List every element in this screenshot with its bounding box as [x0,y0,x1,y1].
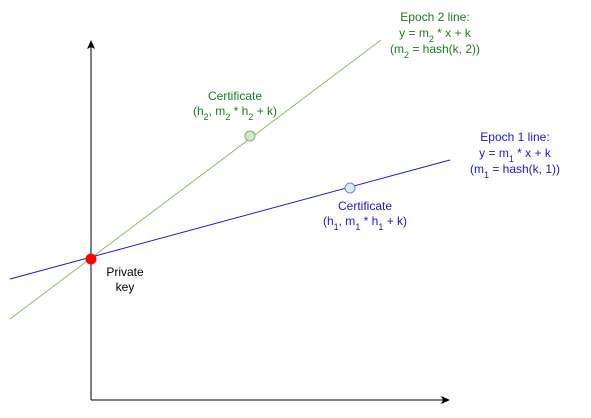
certificate-1-point [344,182,356,194]
certificate-1-label: Certificate (h1, m1 * h1 + k) [323,199,407,232]
epoch1-label: Epoch 1 line: y = m1 * x + k (m1 = hash(… [470,130,560,180]
private-key-label: Private key [106,265,144,294]
epoch2-line [9,39,382,320]
epoch1-definition: (m1 = hash(k, 1)) [470,162,560,180]
epoch2-label: Epoch 2 line: y = m2 * x + k (m2 = hash(… [390,10,480,60]
epoch2-definition: (m2 = hash(k, 2)) [390,42,480,60]
private-key-line1: Private [106,265,144,279]
certificate-2-title: Certificate [208,89,262,103]
epoch1-equation: y = m1 * x + k [479,146,552,164]
private-key-point [85,253,97,265]
certificate-2-label: Certificate (h2, m2 * h2 + k) [193,89,277,122]
certificate-1-coords: (h1, m1 * h1 + k) [323,214,407,232]
epoch1-title: Epoch 1 line: [480,130,549,144]
certificate-1-title: Certificate [338,199,392,213]
certificate-2-coords: (h2, m2 * h2 + k) [193,104,277,122]
certificate-2-point [244,130,256,142]
epoch1-line [9,159,451,280]
epoch2-equation: y = m2 * x + k [399,26,472,44]
epoch2-title: Epoch 2 line: [400,10,469,24]
private-key-line2: key [116,280,135,294]
